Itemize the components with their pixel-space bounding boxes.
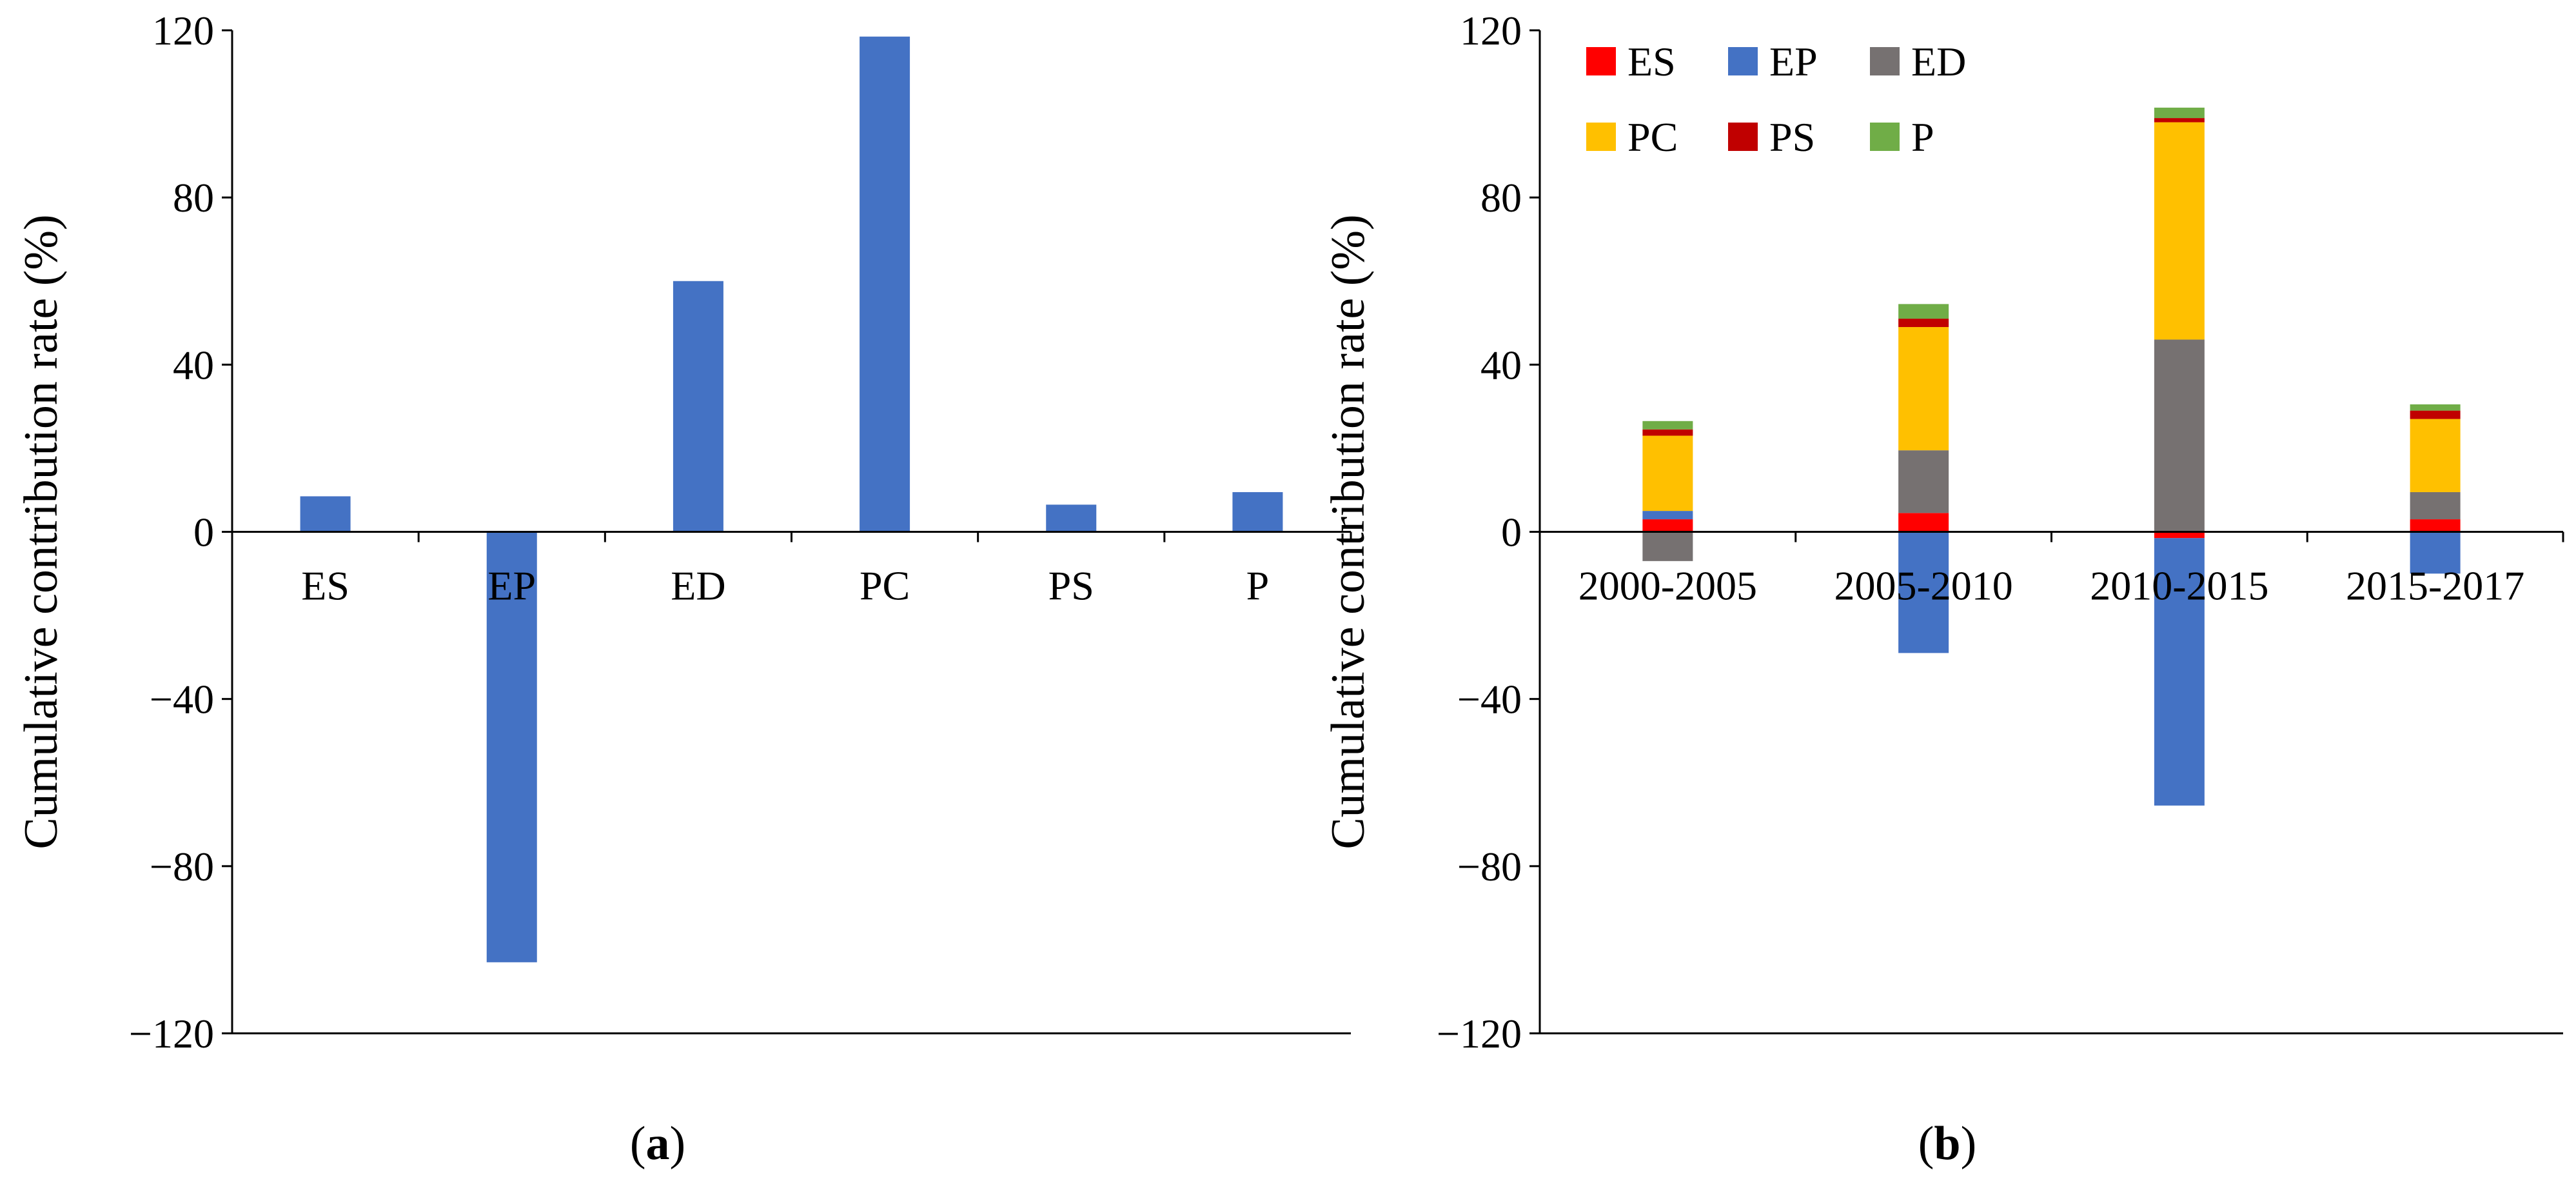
y-axis-title: Cumulative contribution rate (%) (15, 214, 68, 849)
bar-segment-p-2000-2005 (1642, 421, 1693, 430)
y-axis-title: Cumulative contribution rate (%) (1322, 214, 1375, 849)
x-tick-label: PC (860, 563, 910, 609)
legend-label-pc: PC (1627, 114, 1678, 160)
legend-swatch-es (1586, 47, 1616, 75)
y-tick-label: −80 (1457, 844, 1522, 889)
bar-p (1232, 492, 1283, 532)
bar-ep (486, 531, 537, 962)
bar-es (300, 496, 351, 532)
panel-a-label: (a) (630, 1117, 685, 1170)
bar-segment-ps-2010-2015 (2154, 118, 2205, 123)
y-tick-label: 120 (1460, 8, 1522, 54)
legend-swatch-ed (1870, 47, 1900, 75)
bar-pc (860, 36, 910, 532)
y-tick-label: 40 (1480, 342, 1522, 388)
y-tick-label: 40 (173, 342, 214, 388)
legend-swatch-p (1870, 123, 1900, 151)
bar-segment-pc-2010-2015 (2154, 122, 2205, 340)
bar-segment-es-2005-2010 (1898, 513, 1949, 532)
bar-segment-p-2005-2010 (1898, 304, 1949, 319)
y-tick-label: 0 (1501, 510, 1522, 555)
x-tick-label: ES (301, 563, 349, 609)
bar-segment-ep-2000-2005 (1642, 511, 1693, 520)
y-tick-label: 80 (173, 175, 214, 221)
panel-a-chart: −120 −80 −40 0 40 80 120 ES EP ED PC PS P Cumulative … (15, 8, 1352, 1057)
bar-segment-ed-2000-2005 (1642, 531, 1693, 561)
x-tick-label: P (1246, 563, 1270, 609)
bar-segment-ps-2015-2017 (2410, 410, 2461, 419)
bar-ps (1046, 504, 1097, 532)
x-tick-label: 2000-2005 (1578, 563, 1757, 609)
bar-segment-es-2010-2015 (2154, 531, 2205, 539)
y-tick-label: −120 (1437, 1011, 1522, 1057)
y-tick-label: −80 (150, 844, 214, 889)
x-tick-label: 2015-2017 (2346, 563, 2524, 609)
legend: ES EP ED PC PS P (1586, 39, 1966, 160)
legend-label-p: P (1911, 114, 1934, 160)
y-tick-label: 80 (1480, 175, 1522, 221)
bar-segment-es-2015-2017 (2410, 519, 2461, 532)
y-tick-label: −40 (150, 677, 214, 722)
legend-label-ps: PS (1769, 114, 1815, 160)
legend-label-ep: EP (1769, 39, 1818, 84)
bar-ed (673, 281, 723, 532)
bar-segment-ep-2010-2015 (2154, 538, 2205, 806)
bar-segment-p-2015-2017 (2410, 404, 2461, 411)
legend-swatch-ep (1728, 47, 1758, 75)
y-tick-label: 0 (193, 510, 214, 555)
x-tick-label: EP (487, 563, 536, 609)
y-tick-label: −120 (129, 1011, 214, 1057)
bar-segment-ed-2010-2015 (2154, 339, 2205, 532)
bar-segment-ep-2005-2010 (1898, 531, 1949, 653)
bar-segment-ps-2005-2010 (1898, 319, 1949, 328)
bar-segment-es-2000-2005 (1642, 519, 1693, 532)
legend-swatch-ps (1728, 123, 1758, 151)
x-tick-label: 2005-2010 (1834, 563, 2012, 609)
x-tick-label: PS (1048, 563, 1094, 609)
bar-segment-ps-2000-2005 (1642, 429, 1693, 436)
bar-segment-ed-2005-2010 (1898, 450, 1949, 513)
bar-segment-p-2010-2015 (2154, 107, 2205, 119)
y-tick-label: 120 (152, 8, 214, 54)
x-tick-label: ED (671, 563, 725, 609)
panel-b-label: (b) (1918, 1117, 1976, 1170)
y-tick-label: −40 (1457, 677, 1522, 722)
legend-label-ed: ED (1911, 39, 1966, 84)
x-tick-label: 2010-2015 (2090, 563, 2268, 609)
bar-segment-pc-2015-2017 (2410, 419, 2461, 492)
bar-segment-ed-2015-2017 (2410, 492, 2461, 520)
bar-segment-pc-2005-2010 (1898, 327, 1949, 451)
panel-b-chart: −120 −80 −40 0 40 80 120 2000-2005 2005-2010 2010… (1322, 8, 2564, 1057)
legend-label-es: ES (1627, 39, 1676, 84)
bar-segment-ep-2015-2017 (2410, 531, 2461, 574)
legend-swatch-pc (1586, 123, 1616, 151)
bar-segment-pc-2000-2005 (1642, 435, 1693, 512)
